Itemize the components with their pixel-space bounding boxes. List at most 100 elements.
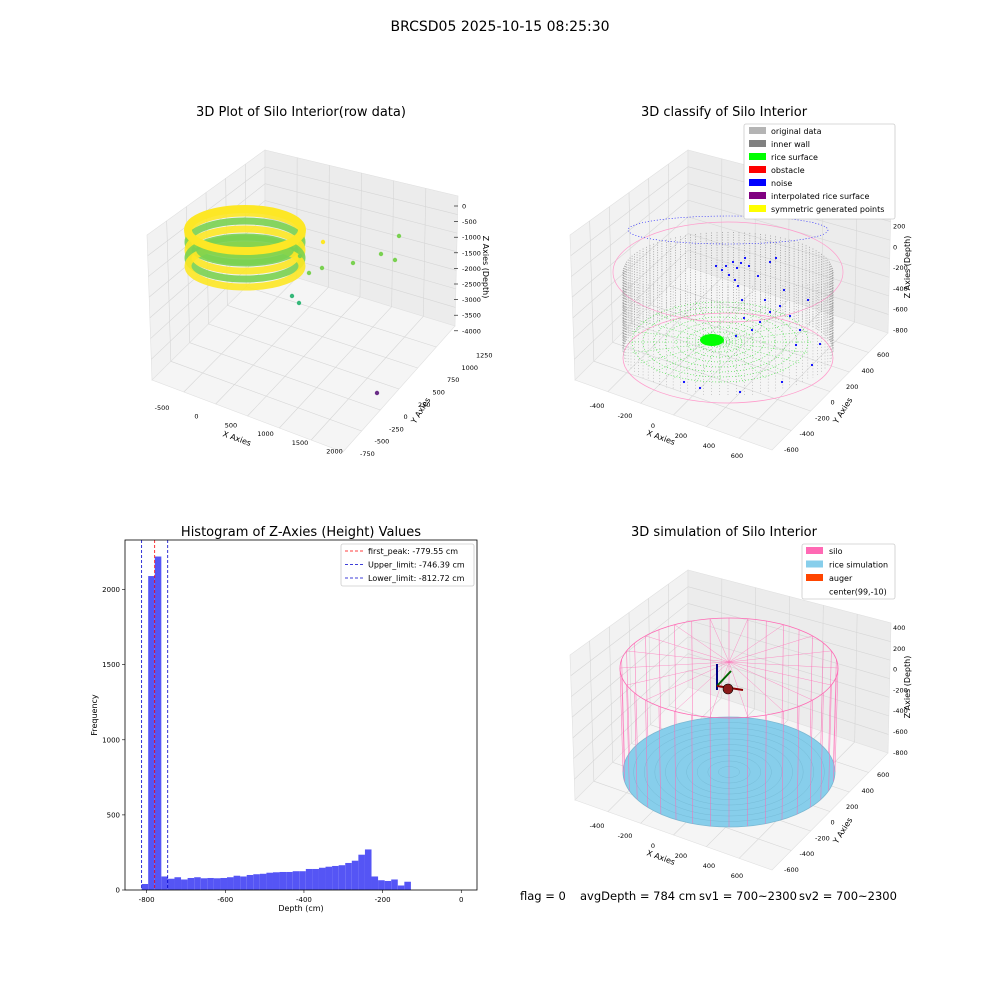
x-tick-label: 0: [459, 896, 463, 904]
z-tick-label: 0: [893, 666, 897, 674]
y-tick-label: -600: [784, 446, 799, 454]
legend-label: rice simulation: [829, 561, 888, 570]
wall-grid-line: [668, 164, 670, 286]
legend-simulation: silo rice simulation auger center(99,-10): [801, 543, 896, 600]
wall-grid-line: [589, 220, 595, 362]
histogram-bar: [246, 874, 254, 890]
legend-swatch: [749, 205, 766, 212]
legend-box: [743, 123, 896, 220]
legend-label: Upper_limit: -746.39 cm: [368, 561, 465, 570]
silo-wire: [658, 629, 662, 730]
z-axis-label: Z Axies (Depth): [903, 656, 912, 719]
x-tick-label: -600: [217, 896, 233, 904]
x-tick-label: 0: [651, 842, 655, 850]
histogram-bar: [279, 871, 287, 890]
legend-swatch: [806, 560, 823, 568]
silo-wire: [709, 618, 711, 718]
y-tick-label: 500: [107, 811, 120, 819]
auger-axis-y: [716, 670, 732, 687]
noise-point: [747, 264, 751, 268]
rice-surface-ray: [695, 301, 721, 343]
silo-wire: [781, 624, 784, 725]
legend-label: silo: [829, 547, 843, 556]
noise-point: [736, 284, 740, 288]
silo-roof-wire: [645, 661, 730, 701]
silo-roof-wire: [619, 661, 730, 669]
z-tick-label: -500: [462, 218, 477, 226]
x-tick-label: 200: [675, 432, 687, 440]
x-tick-label: -400: [590, 822, 605, 830]
x-tick-label: 0: [651, 422, 655, 430]
panel-raw-data-3d: 0-500-1000-1500-2000-2500-3000-3500-4000…: [146, 149, 493, 458]
z-tick-label: -400: [893, 285, 908, 293]
silo-wire: [796, 706, 800, 815]
wall-grid-line: [754, 587, 756, 710]
x-tick-label: 600: [731, 452, 743, 460]
silo-wire: [809, 635, 813, 737]
silo-wire: [833, 676, 837, 782]
noise-point: [782, 288, 786, 292]
z-tick-label: 0: [893, 243, 897, 251]
y-tick-label: 250: [418, 401, 430, 409]
silo-wire: [828, 650, 832, 754]
y-axis-label: Frequency: [90, 694, 99, 736]
x-tick-label: -200: [618, 412, 633, 420]
silo-wire: [626, 650, 630, 754]
silo-wire: [809, 700, 813, 808]
legend-swatch: [749, 179, 766, 186]
wall-grid-line: [668, 584, 670, 706]
legend-box: [801, 543, 896, 600]
wall-grid-line: [687, 619, 890, 680]
histogram-bar: [213, 878, 221, 890]
histogram-bar: [174, 877, 182, 890]
silo-wire: [820, 692, 824, 800]
legend-swatch: [806, 574, 823, 581]
y-tick-label: 1250: [476, 352, 493, 360]
legend-label: center(99,-10): [829, 588, 887, 597]
histogram-bar: [351, 860, 359, 890]
noise-point: [810, 363, 814, 367]
x-tick-label: -400: [590, 402, 605, 410]
histogram-bar: [305, 868, 313, 890]
silo-roof-wire: [709, 661, 730, 718]
wall-grid-line: [787, 596, 790, 721]
silo-roof-wire: [728, 661, 784, 712]
histogram-bar: [332, 865, 339, 890]
silo-wire: [747, 717, 749, 827]
silo-wire: [645, 700, 649, 808]
silo-wire: [619, 667, 624, 773]
histogram-bar: [187, 877, 195, 890]
wall-grid-line: [264, 183, 458, 234]
z-tick-label: -800: [893, 749, 908, 757]
wall-grid-line: [573, 233, 689, 339]
wall-grid-line: [571, 183, 689, 277]
noise-point: [731, 260, 735, 264]
rice-surface-ray: [673, 341, 721, 379]
legend-swatch: [749, 153, 766, 160]
legend-label: noise: [771, 179, 792, 188]
silo-roof-wire: [674, 661, 730, 712]
wall-grid-line: [572, 636, 689, 739]
legend-label: interpolated rice surface: [771, 192, 869, 201]
noise-point: [743, 256, 747, 260]
silo-roof-wire: [728, 650, 832, 663]
z-tick-label: -200: [893, 264, 908, 272]
legend-label: first_peak: -779.55 cm: [368, 547, 458, 556]
y-tick-label: 0: [116, 887, 120, 895]
plot-frame: [124, 539, 478, 891]
wall-grid-line: [687, 603, 891, 661]
noise-point: [780, 380, 784, 384]
silo-roof-wire: [728, 635, 813, 663]
x-tick-label: 500: [225, 421, 237, 429]
z-tick-label: 400: [893, 624, 905, 632]
legend-box: [340, 543, 475, 587]
rice-surface-ray: [719, 341, 767, 379]
legend-classify: original data inner wall rice surface obsta…: [743, 123, 896, 220]
rice-surface-ray: [719, 341, 745, 383]
z-tick-label: -4000: [462, 327, 481, 335]
z-axis-label: Z Axies (Depth): [903, 236, 912, 299]
x-tick-label: 2000: [326, 448, 343, 456]
z-tick-label: -400: [893, 707, 908, 715]
noise-point: [734, 334, 738, 338]
footer-avg-depth: avgDepth = 784 cm: [580, 889, 697, 903]
